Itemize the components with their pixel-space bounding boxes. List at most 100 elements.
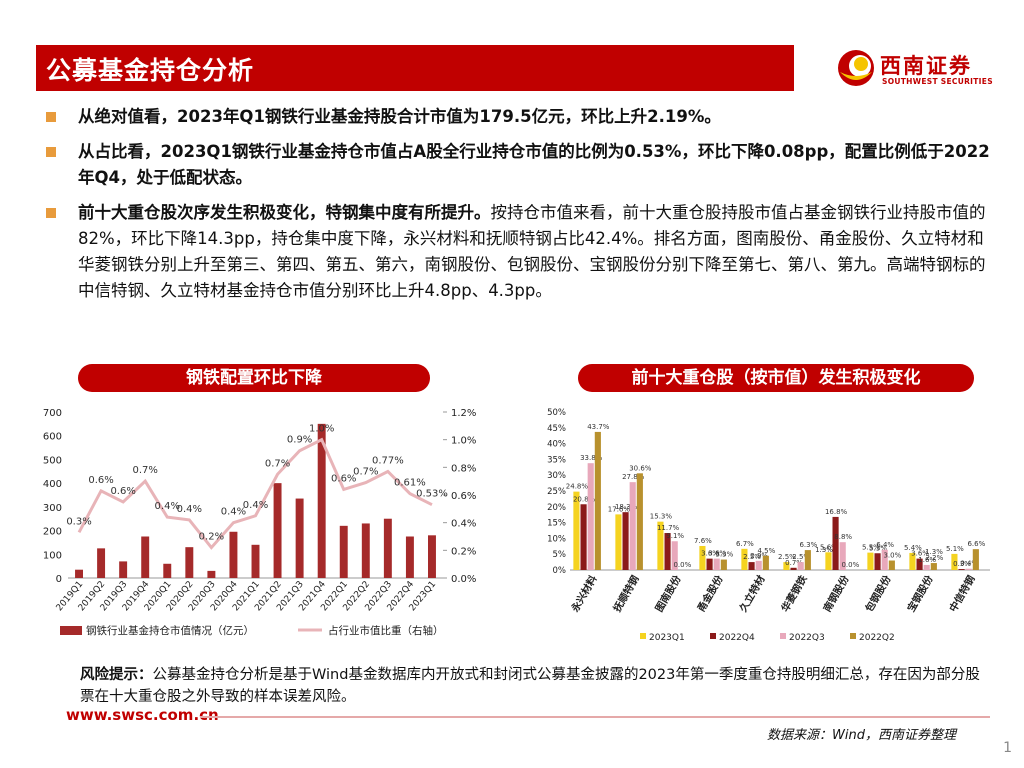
legend-label: 2023Q1 xyxy=(649,633,685,643)
y-tick-label: 50% xyxy=(547,408,566,418)
bar xyxy=(874,553,881,570)
data-label: 17.6% xyxy=(608,505,631,513)
data-label: 0.6% xyxy=(88,475,113,486)
legend-label: 2022Q3 xyxy=(789,633,825,643)
legend-swatch xyxy=(850,633,856,639)
bullet-bold-text: 从绝对值看，2023年Q1钢铁行业基金持股合计市值为179.5亿元，环比上升2.… xyxy=(78,107,721,126)
data-label: 9.1% xyxy=(666,532,684,540)
data-label: 1.0% xyxy=(309,424,334,435)
y-tick-label-right: 0.8% xyxy=(451,463,476,474)
data-label: 0.4% xyxy=(960,560,978,568)
data-label: 0.7% xyxy=(353,467,378,478)
data-label: 7.6% xyxy=(694,537,712,545)
data-label: 0.77% xyxy=(372,455,404,466)
data-label: 8.8% xyxy=(834,533,852,541)
data-label: 24.8% xyxy=(566,483,589,491)
y-tick-label: 0% xyxy=(553,566,567,576)
y-tick-label: 30% xyxy=(547,471,566,481)
y-tick-label-right: 0.0% xyxy=(451,574,476,585)
bar xyxy=(720,559,727,570)
bar xyxy=(97,548,106,578)
bullet-square-icon xyxy=(46,112,56,122)
data-label: 5.5% xyxy=(862,544,880,552)
data-label: 6.7% xyxy=(736,540,754,548)
bar xyxy=(951,553,958,570)
bullet-text: 按持仓市值来看，前十大重仓股持股市值占基金钢铁行业持股市值的82%，环比下降14… xyxy=(78,203,986,300)
data-label: 0.7% xyxy=(133,465,158,476)
bar xyxy=(930,563,937,570)
bar xyxy=(573,491,580,570)
bar xyxy=(783,562,790,570)
bar xyxy=(832,516,839,570)
bullet-list: 从绝对值看，2023年Q1钢铁行业基金持股合计市值为179.5亿元，环比上升2.… xyxy=(46,104,996,313)
x-tick-label: 中信特钢 xyxy=(946,573,977,614)
bar xyxy=(916,558,923,570)
bar xyxy=(909,552,916,570)
bar xyxy=(361,523,370,578)
y-tick-label: 5% xyxy=(553,550,567,560)
bar xyxy=(185,547,194,578)
y-tick-label-right: 0.2% xyxy=(451,546,476,557)
allocation-combo-chart: 01002003004005006007000.0%0.2%0.4%0.6%0.… xyxy=(43,408,477,637)
bar xyxy=(713,558,720,570)
data-label: 3.6% xyxy=(911,550,929,558)
bar xyxy=(657,521,664,570)
title-bar: 公募基金持仓分析 xyxy=(36,45,794,91)
data-label: 0.4% xyxy=(155,501,180,512)
bar xyxy=(405,536,414,578)
bar xyxy=(790,567,797,570)
bar xyxy=(75,569,83,578)
data-label: 2.5% xyxy=(778,553,796,561)
bar xyxy=(119,561,128,578)
bar xyxy=(587,463,594,570)
footer-divider xyxy=(200,716,990,718)
legend-label: 钢铁行业基金持仓市值情况（亿元） xyxy=(86,624,254,637)
data-label: 5.4% xyxy=(904,544,922,552)
bar xyxy=(923,564,930,570)
bar xyxy=(881,549,888,570)
bullet-square-icon xyxy=(46,147,56,157)
legend-swatch-bar xyxy=(60,626,82,635)
footer-url[interactable]: www.swsc.com.cn xyxy=(66,706,219,724)
data-label: 15.3% xyxy=(650,513,673,521)
data-label: 5.6% xyxy=(820,543,838,551)
data-label: 0.2% xyxy=(199,532,224,543)
y-tick-label-left: 100 xyxy=(43,550,62,561)
left-chart-title: 钢铁配置环比下降 xyxy=(78,364,430,392)
bar xyxy=(958,569,965,570)
data-label: 27.8% xyxy=(622,473,645,481)
bar xyxy=(867,552,874,570)
bar xyxy=(383,518,392,578)
logo-english-text: SOUTHWEST SECURITIES xyxy=(882,77,993,86)
data-label: 2.5% xyxy=(743,553,761,561)
x-tick-label: 南钢股份 xyxy=(820,572,852,614)
bar xyxy=(339,525,348,578)
y-tick-label-right: 0.6% xyxy=(451,491,476,502)
x-tick-label: 久立特材 xyxy=(736,573,768,615)
y-tick-label-right: 1.2% xyxy=(451,408,476,419)
company-logo: 西南证券 SOUTHWEST SECURITIES xyxy=(836,44,996,92)
bar xyxy=(229,531,238,578)
y-tick-label: 45% xyxy=(547,424,566,434)
bar xyxy=(163,563,172,578)
bar xyxy=(825,552,832,570)
data-label: 3.3% xyxy=(715,551,733,559)
data-label: 2.2% xyxy=(925,554,943,562)
data-label: 3.6% xyxy=(708,550,726,558)
bar xyxy=(972,549,979,570)
data-label: 1.3% xyxy=(815,546,833,554)
bar xyxy=(141,536,150,578)
bar xyxy=(699,545,706,570)
bullet-item: 从占比看，2023Q1钢铁行业基金持仓市值占A股全行业持仓市值的比例为0.53%… xyxy=(46,139,996,191)
data-label: 6.4% xyxy=(876,541,894,549)
data-label: 18.3% xyxy=(615,503,638,511)
bullet-square-icon xyxy=(46,208,56,218)
legend-label: 2022Q4 xyxy=(719,633,755,643)
data-label: 0.61% xyxy=(394,478,426,489)
data-label: 0.9% xyxy=(287,435,312,446)
bar xyxy=(706,558,713,570)
bar xyxy=(888,560,895,570)
bar xyxy=(273,483,282,578)
bar xyxy=(622,512,629,570)
bar xyxy=(580,504,587,570)
